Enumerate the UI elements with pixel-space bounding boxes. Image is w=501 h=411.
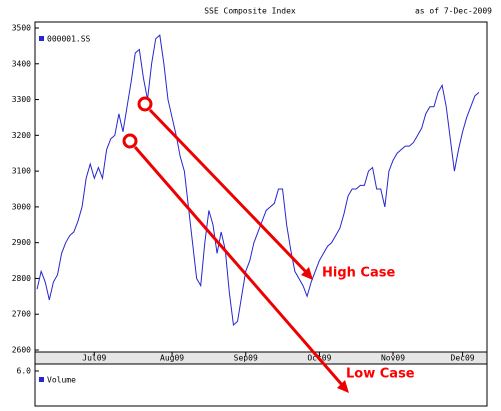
y-tick-label: 3100: [12, 167, 31, 176]
x-tick-label: Aug09: [160, 354, 184, 363]
y-tick-label: 2900: [12, 238, 31, 247]
date-label: as of 7-Dec-2009: [415, 7, 492, 16]
annotation-shapes: [122, 96, 349, 393]
y-tick-label: 3300: [12, 95, 31, 104]
x-tick-label: Sep09: [234, 354, 258, 363]
y-tick-label: 3500: [12, 24, 31, 33]
y-tick-label: 2600: [12, 346, 31, 355]
y-tick-label: 3400: [12, 59, 31, 68]
y-tick-label: 3200: [12, 131, 31, 140]
y-tick-label: 2700: [12, 310, 31, 319]
x-tick-label: Jul09: [82, 354, 106, 363]
y-tick-label: 3000: [12, 202, 31, 211]
low-case-arrow: [133, 146, 345, 387]
y-tick-label: 2800: [12, 274, 31, 283]
volume-tick-label: 6.0: [17, 367, 32, 376]
high-case-arrowhead: [301, 267, 313, 280]
volume-legend-swatch: [39, 377, 44, 382]
x-tick-label: Nov09: [381, 354, 405, 363]
annotation: High Case: [322, 266, 395, 281]
legend-swatch: [39, 36, 44, 41]
price-line: [36, 34, 480, 326]
x-tick-label: Dec09: [451, 354, 475, 363]
chart-title: SSE Composite Index: [204, 7, 296, 16]
volume-legend-label: Volume: [47, 376, 76, 385]
low-case-arrowhead: [337, 380, 349, 393]
low-case-circle: [122, 133, 138, 149]
annotation: Low Case: [346, 367, 415, 382]
high-case-arrow: [148, 108, 309, 275]
legend-label: 000001.SS: [47, 35, 91, 44]
volume-frame: [34, 363, 488, 407]
high-case-circle: [137, 96, 153, 112]
